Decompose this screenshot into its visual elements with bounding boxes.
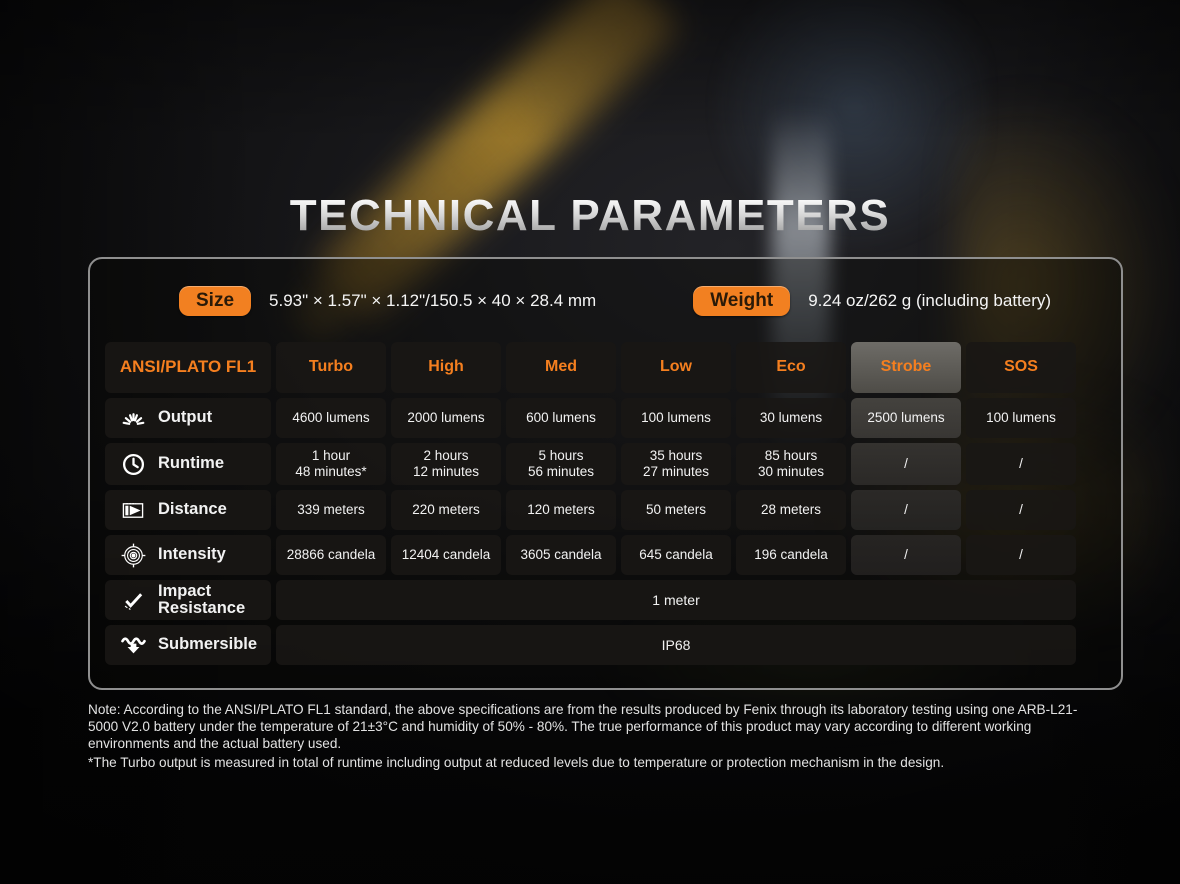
cell-intensity-eco: 196 candela	[736, 535, 846, 575]
cell-distance-low: 50 meters	[621, 490, 731, 530]
page-title: TECHNICAL PARAMETERS	[0, 191, 1180, 241]
row-label-text: Runtime	[158, 454, 224, 473]
size-group: Size 5.93" × 1.57" × 1.12"/150.5 × 40 × …	[179, 286, 596, 316]
cell-intensity-turbo: 28866 candela	[276, 535, 386, 575]
header-cell-strobe: Strobe	[851, 342, 961, 393]
row-label-intensity: Intensity	[105, 535, 271, 575]
row-label-output: Output	[105, 398, 271, 438]
cell-output-low: 100 lumens	[621, 398, 731, 438]
cell-output-turbo: 4600 lumens	[276, 398, 386, 438]
submersible-icon	[118, 634, 148, 656]
cell-intensity-med: 3605 candela	[506, 535, 616, 575]
header-cell-high: High	[391, 342, 501, 393]
note-main: Note: According to the ANSI/PLATO FL1 st…	[88, 702, 1078, 752]
header-cell-ansi-plato-fl1: ANSI/PLATO FL1	[105, 342, 271, 393]
cell-intensity-low: 645 candela	[621, 535, 731, 575]
header-cell-turbo: Turbo	[276, 342, 386, 393]
row-label-submersible: Submersible	[105, 625, 271, 665]
spec-table: ANSI/PLATO FL1 Turbo High Med Low Eco Strobe SO…	[105, 342, 1076, 665]
cell-distance-strobe: /	[851, 490, 961, 530]
header-cell-low: Low	[621, 342, 731, 393]
row-label-distance: Distance	[105, 490, 271, 530]
cell-runtime-turbo: 1 hour 48 minutes*	[276, 443, 386, 485]
cell-output-strobe: 2500 lumens	[851, 398, 961, 438]
header-cell-med: Med	[506, 342, 616, 393]
runtime-icon	[118, 452, 148, 477]
weight-group: Weight 9.24 oz/262 g (including battery)	[693, 286, 1051, 316]
output-icon	[118, 407, 148, 429]
cell-distance-high: 220 meters	[391, 490, 501, 530]
note-turbo: *The Turbo output is measured in total o…	[88, 755, 945, 771]
cell-intensity-sos: /	[966, 535, 1076, 575]
spec-panel: Size 5.93" × 1.57" × 1.12"/150.5 × 40 × …	[88, 257, 1123, 690]
header-cell-sos: SOS	[966, 342, 1076, 393]
cell-runtime-low: 35 hours 27 minutes	[621, 443, 731, 485]
weight-badge: Weight	[693, 286, 791, 316]
cell-distance-turbo: 339 meters	[276, 490, 386, 530]
size-badge: Size	[179, 286, 252, 316]
row-label-text: Submersible	[158, 635, 258, 654]
size-weight-row: Size 5.93" × 1.57" × 1.12"/150.5 × 40 × …	[105, 286, 1106, 316]
intensity-icon	[118, 543, 148, 568]
row-label-text: Impact Resistance	[158, 581, 246, 617]
cell-distance-eco: 28 meters	[736, 490, 846, 530]
cell-runtime-high: 2 hours 12 minutes	[391, 443, 501, 485]
row-label-runtime: Runtime	[105, 443, 271, 485]
cell-impact-resistance-value: 1 meter	[276, 580, 1076, 620]
distance-icon	[118, 499, 148, 522]
row-label-text: Intensity	[158, 545, 226, 564]
row-label-text: Output	[158, 408, 213, 427]
cell-runtime-eco: 85 hours 30 minutes	[736, 443, 846, 485]
cell-output-med: 600 lumens	[506, 398, 616, 438]
cell-distance-med: 120 meters	[506, 490, 616, 530]
cell-submersible-value: IP68	[276, 625, 1076, 665]
cell-output-eco: 30 lumens	[736, 398, 846, 438]
footnotes: Note: According to the ANSI/PLATO FL1 st…	[88, 701, 1100, 774]
cell-runtime-sos: /	[966, 443, 1076, 485]
cell-output-sos: 100 lumens	[966, 398, 1076, 438]
header-cell-eco: Eco	[736, 342, 846, 393]
row-label-impact-resistance: Impact Resistance	[105, 580, 271, 620]
impact-icon	[118, 589, 148, 612]
cell-distance-sos: /	[966, 490, 1076, 530]
weight-value: 9.24 oz/262 g (including battery)	[808, 291, 1052, 310]
cell-runtime-strobe: /	[851, 443, 961, 485]
cell-intensity-high: 12404 candela	[391, 535, 501, 575]
size-value: 5.93" × 1.57" × 1.12"/150.5 × 40 × 28.4 …	[269, 291, 597, 310]
cell-runtime-med: 5 hours 56 minutes	[506, 443, 616, 485]
cell-intensity-strobe: /	[851, 535, 961, 575]
row-label-text: Distance	[158, 500, 227, 519]
cell-output-high: 2000 lumens	[391, 398, 501, 438]
